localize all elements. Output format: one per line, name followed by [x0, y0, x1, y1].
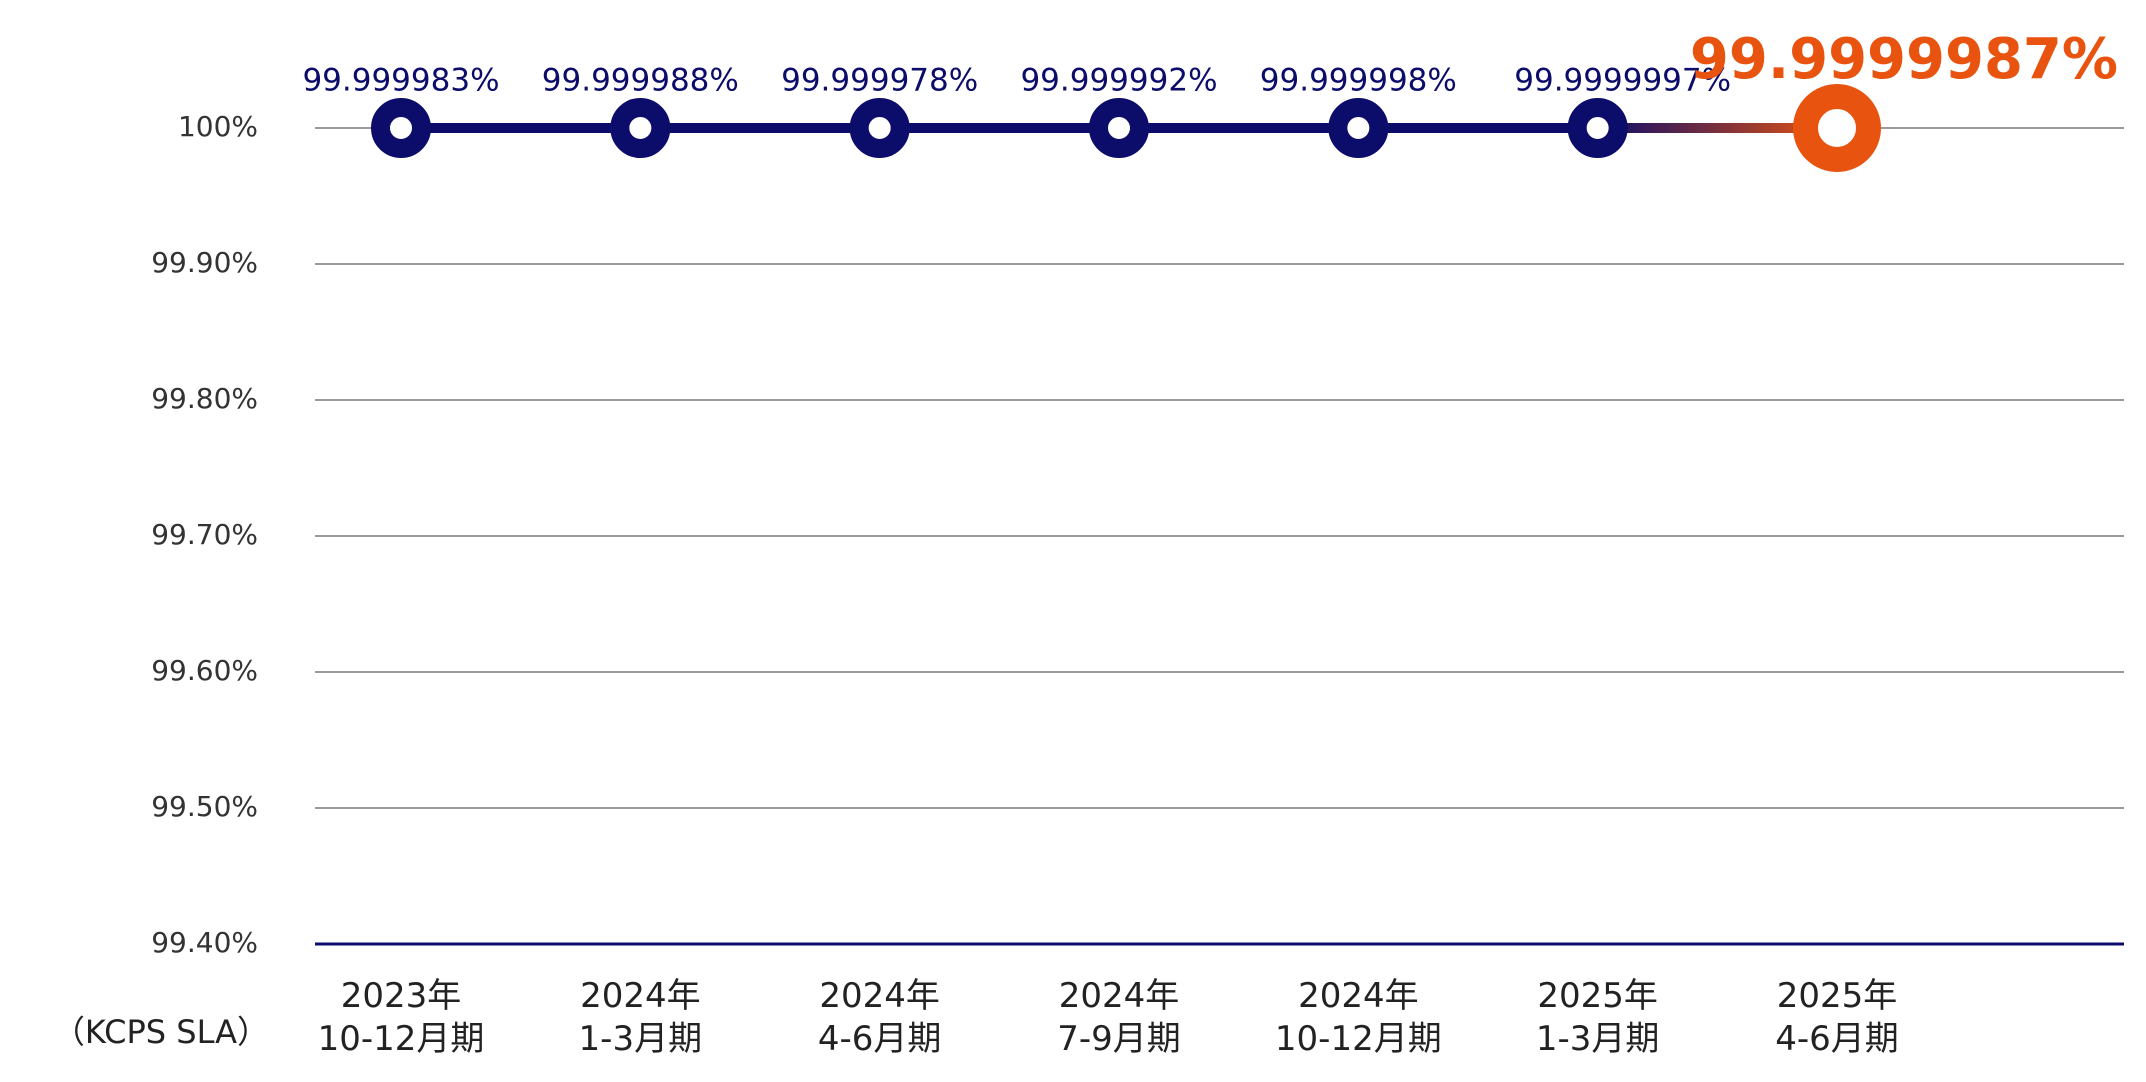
x-tick-label: 2024年 7-9月期 [1057, 976, 1181, 1059]
y-tick-label: 99.60% [151, 654, 258, 687]
y-tick-label: 99.70% [151, 518, 258, 551]
value-label: 99.999978% [781, 63, 978, 99]
y-tick-label: 99.80% [151, 382, 258, 415]
data-point [849, 98, 910, 159]
data-point [1793, 84, 1881, 173]
y-tick-label: 99.90% [151, 246, 258, 279]
x-axis-label: （KCPS SLA） [53, 1013, 269, 1051]
x-tick-label: 2023年 10-12月期 [317, 976, 485, 1059]
value-label: 99.9999997% [1514, 63, 1731, 99]
y-tick-label: 99.50% [151, 790, 258, 823]
x-tick-label: 2024年 4-6月期 [817, 976, 942, 1059]
y-tick-label: 99.40% [151, 926, 258, 959]
value-label: 99.999983% [302, 63, 499, 99]
x-tick-label: 2025年 1-3月期 [1535, 976, 1660, 1059]
x-tick-label: 2024年 1-3月期 [578, 976, 703, 1059]
value-label: 99.9999987% [1690, 27, 2118, 92]
value-label: 99.999992% [1020, 63, 1217, 99]
y-tick-label: 100% [178, 110, 258, 143]
data-point [610, 98, 671, 159]
data-point [1567, 98, 1628, 159]
x-tick-label: 2024年 10-12月期 [1274, 976, 1442, 1059]
data-point [1328, 98, 1389, 159]
data-point [1089, 98, 1149, 159]
value-label: 99.999988% [542, 63, 739, 99]
value-label: 99.999998% [1260, 63, 1457, 99]
data-point [371, 98, 431, 159]
x-tick-label: 2025年 4-6月期 [1775, 976, 1899, 1059]
